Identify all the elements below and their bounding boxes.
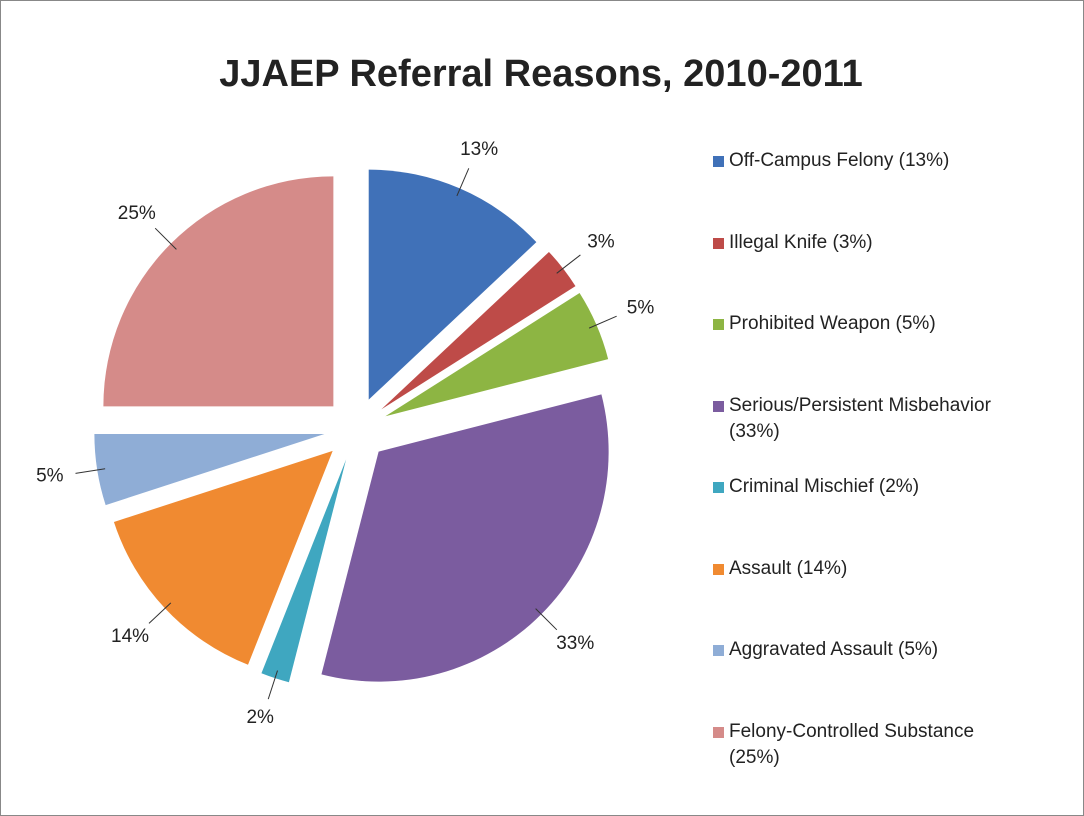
data-label: 13% xyxy=(460,139,498,160)
legend-label: Off-Campus Felony (13%) xyxy=(729,150,950,171)
legend-swatch xyxy=(713,645,724,656)
legend-label: Felony-Controlled Substance (25%) xyxy=(729,720,975,768)
legend-item: Prohibited Weapon (5%) xyxy=(713,311,1009,337)
data-label: 5% xyxy=(627,297,655,318)
pie-slice xyxy=(385,293,609,417)
legend-swatch xyxy=(713,319,724,330)
legend-label: Illegal Knife (3%) xyxy=(729,231,873,253)
legend-label: Serious/Persistent Misbehavior (33%) xyxy=(729,394,991,442)
leader-line xyxy=(75,468,106,474)
pie-slice xyxy=(103,176,334,407)
legend-swatch xyxy=(713,726,724,738)
legend-item: Felony-Controlled Substance (25%) xyxy=(713,719,1009,771)
leader-line xyxy=(267,670,278,700)
legend-item: Aggravated Assault (5%) xyxy=(713,637,1009,663)
leader-line xyxy=(556,254,581,274)
leader-line xyxy=(456,168,470,197)
legend-swatch xyxy=(713,156,724,167)
legend-swatch xyxy=(713,482,724,493)
legend-item: Criminal Mischief (2%) xyxy=(713,474,1009,500)
legend-label: Aggravated Assault (5%) xyxy=(729,639,939,660)
chart-title: JJAEP Referral Reasons, 2010-2011 xyxy=(219,53,863,95)
legend-label: Assault (14%) xyxy=(729,557,848,579)
legend-item: Illegal Knife (3%) xyxy=(713,230,1009,256)
pie-slice xyxy=(113,450,333,665)
data-label: 33% xyxy=(556,633,594,654)
legend-item: Off-Campus Felony (13%) xyxy=(713,148,1009,174)
leader-line xyxy=(148,602,172,624)
legend-label: Prohibited Weapon (5%) xyxy=(729,313,936,334)
data-label: 3% xyxy=(587,232,615,253)
legend-item: Assault (14%) xyxy=(713,556,1009,582)
data-label: 5% xyxy=(36,466,64,487)
data-label: 25% xyxy=(118,203,156,224)
legend-label: Criminal Mischief (2%) xyxy=(729,476,920,497)
legend-swatch xyxy=(713,563,724,575)
data-label: 14% xyxy=(111,626,149,647)
data-label: 2% xyxy=(246,707,274,728)
legend-swatch xyxy=(713,237,724,249)
leader-line xyxy=(535,608,558,631)
leader-line xyxy=(588,315,617,329)
pie-slice xyxy=(368,169,537,400)
pie-slice xyxy=(381,251,576,410)
pie-slice xyxy=(261,459,347,683)
leader-line xyxy=(154,227,177,250)
legend-item: Serious/Persistent Misbehavior (33%) xyxy=(713,393,1009,445)
pie-slice xyxy=(94,434,325,506)
legend-swatch xyxy=(713,400,724,412)
